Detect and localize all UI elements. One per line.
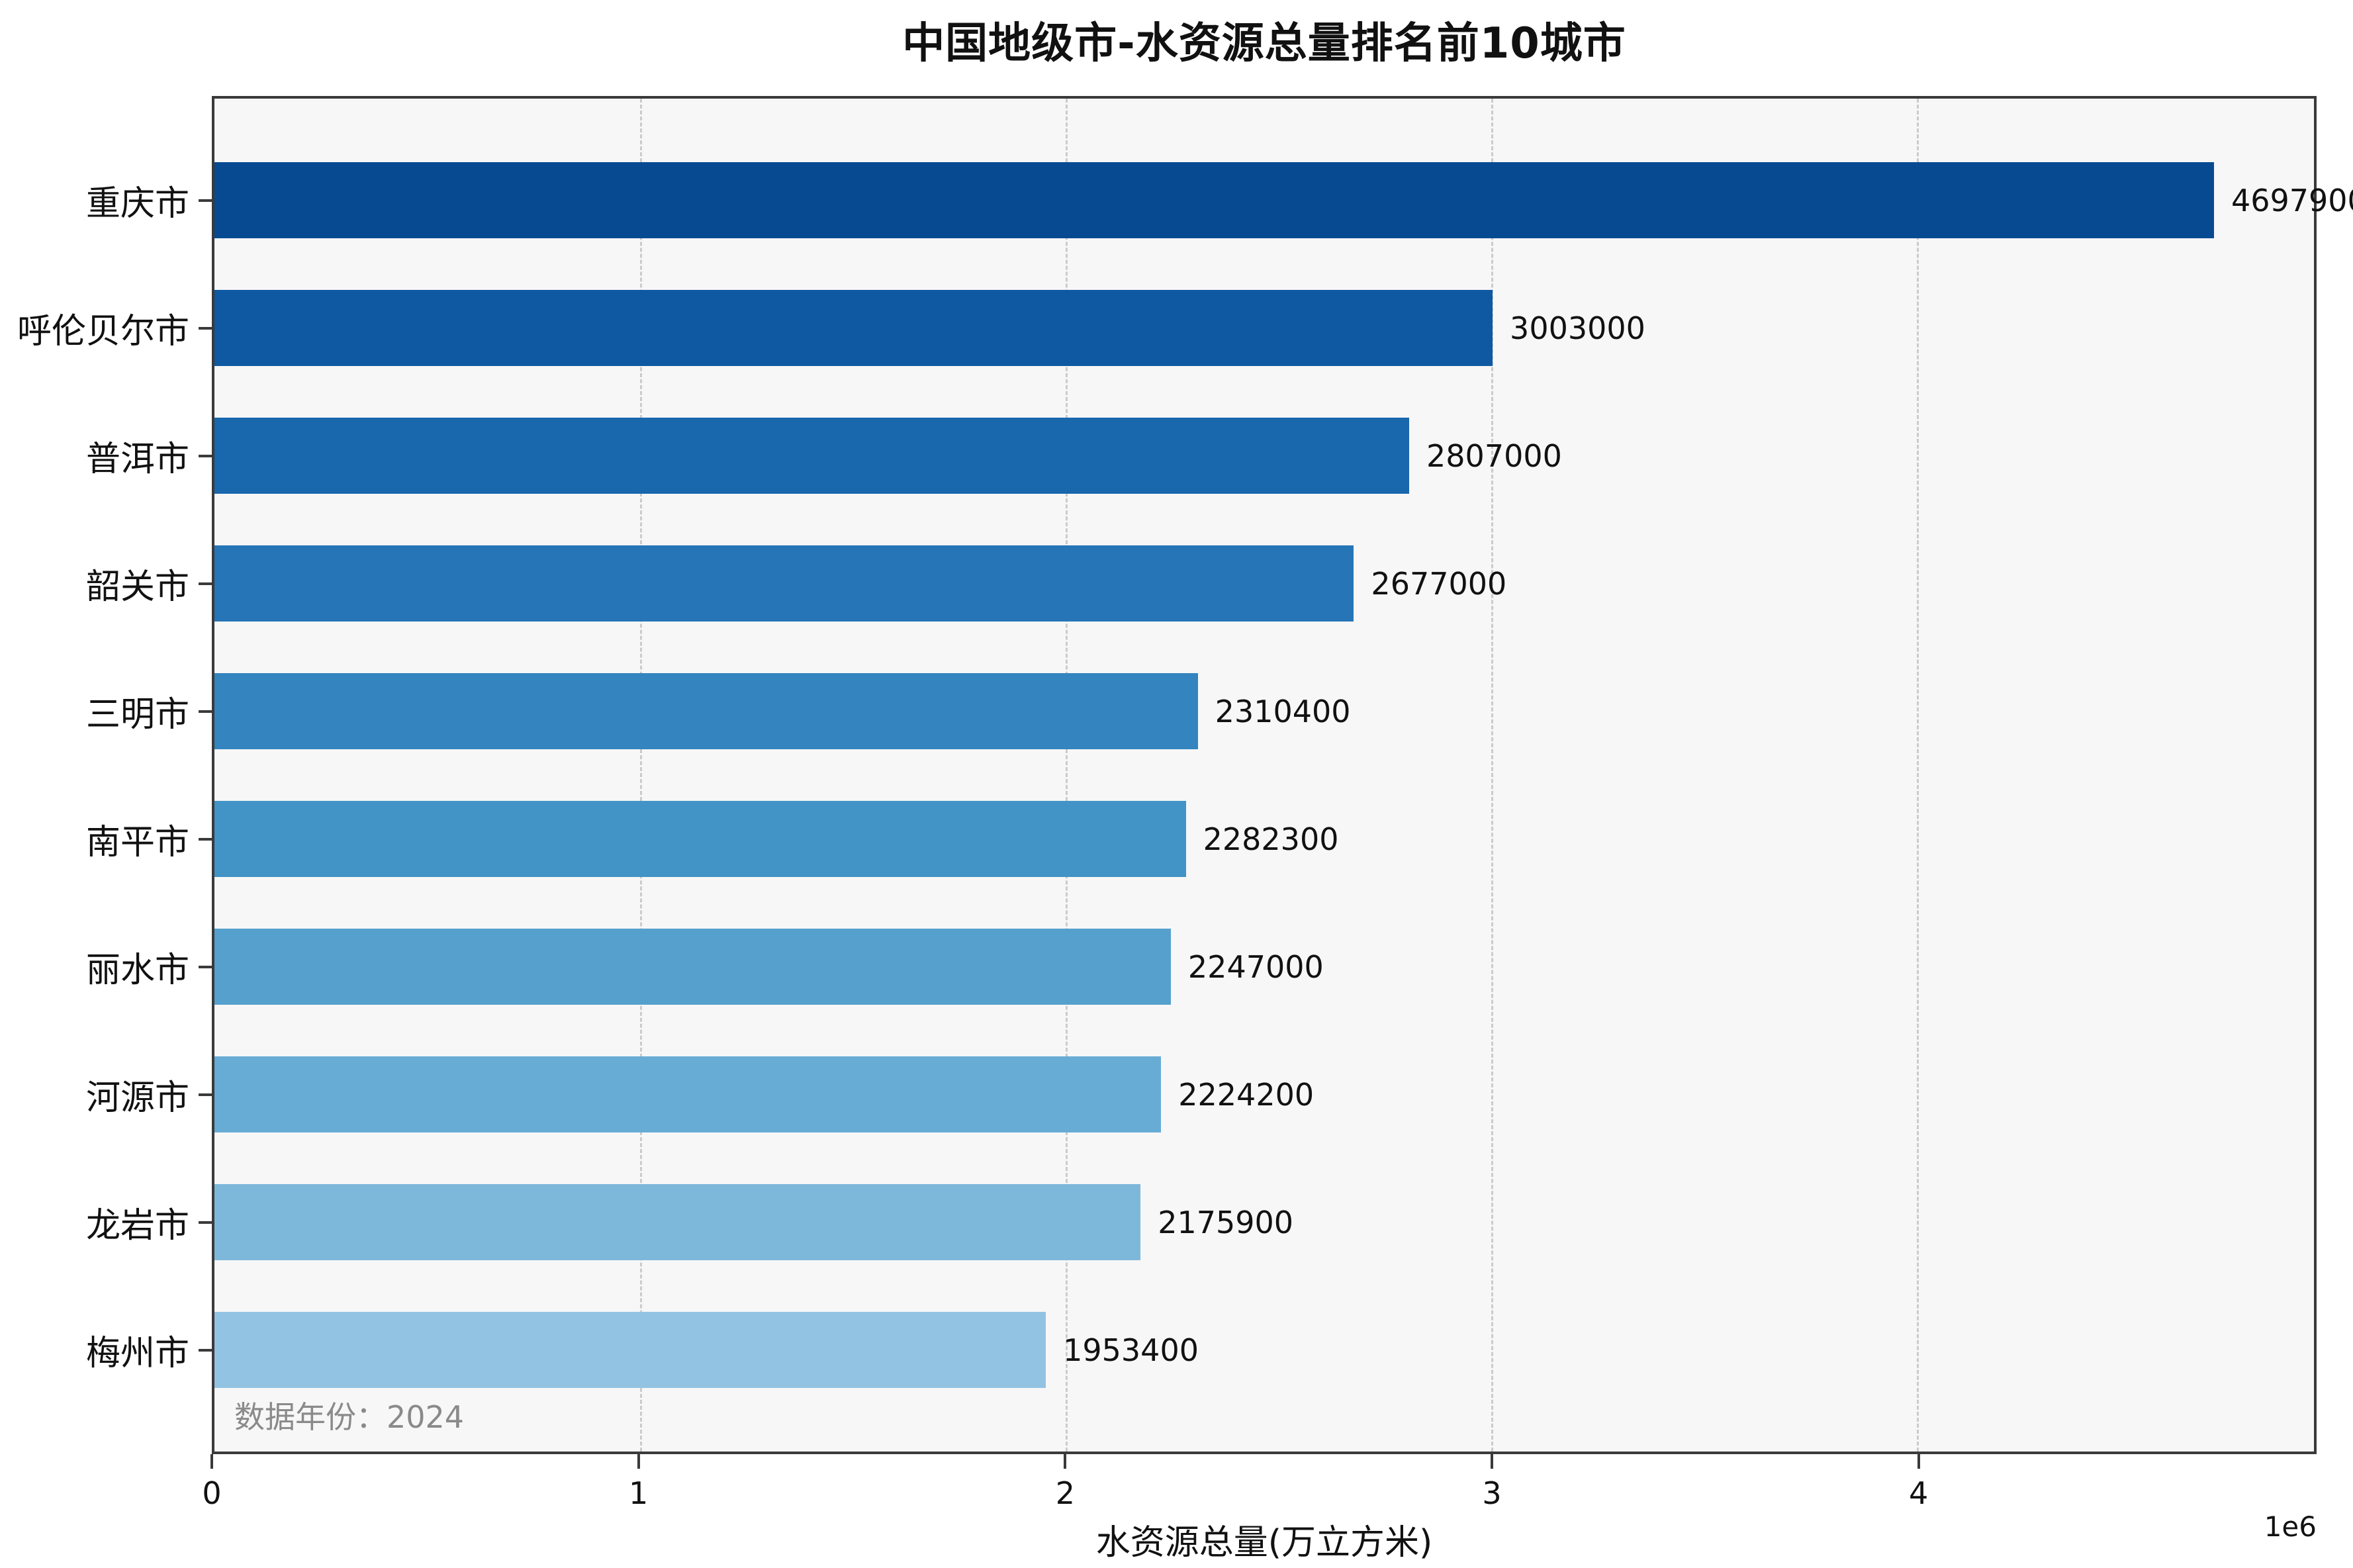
bar-value-label: 2282300	[1203, 821, 1339, 857]
x-tick-label: 4	[1909, 1475, 1929, 1511]
y-tick-mark	[199, 1221, 212, 1224]
bar-value-label: 3003000	[1510, 310, 1645, 346]
y-tick-mark	[199, 1348, 212, 1352]
y-tick-label: 丽水市	[85, 950, 189, 990]
y-tick-mark	[199, 582, 212, 585]
bar-row: 2224200	[214, 1031, 2314, 1158]
y-row: 三明市	[0, 647, 212, 775]
bar-row: 2310400	[214, 647, 2314, 775]
y-tick-label: 龙岩市	[85, 1206, 189, 1246]
bar-value-label: 1953400	[1063, 1332, 1199, 1368]
bar-value-label: 2224200	[1178, 1076, 1315, 1113]
x-tick-label: 1	[629, 1475, 649, 1511]
bar	[214, 801, 1186, 877]
y-tick-label: 重庆市	[85, 184, 189, 224]
y-row: 丽水市	[0, 903, 212, 1031]
bar	[214, 929, 1171, 1005]
y-tick-mark	[199, 454, 212, 457]
y-tick-label: 三明市	[85, 695, 189, 735]
bar-value-label: 2677000	[1371, 565, 1507, 602]
y-row: 梅州市	[0, 1286, 212, 1414]
y-tick-mark	[199, 837, 212, 841]
bar	[214, 1312, 1046, 1388]
y-tick-label: 呼伦贝尔市	[17, 312, 189, 351]
y-row: 龙岩市	[0, 1158, 212, 1286]
bar-rows: 4697900 3003000 2807000 2677000 2310400 …	[214, 99, 2353, 1452]
bar-row: 2175900	[214, 1158, 2314, 1286]
bar	[214, 162, 2214, 238]
y-row: 呼伦贝尔市	[0, 264, 212, 392]
bar	[214, 673, 1198, 749]
bar	[214, 1056, 1162, 1132]
y-row: 河源市	[0, 1031, 212, 1158]
y-tick-label: 梅州市	[85, 1334, 189, 1373]
y-tick-label: 河源市	[85, 1078, 189, 1118]
x-tick-mark	[210, 1454, 213, 1469]
y-tick-label: 南平市	[85, 823, 189, 862]
axis-offset-label: 1e6	[2264, 1510, 2317, 1543]
y-tick-mark	[199, 199, 212, 202]
chart-title: 中国地级市-水资源总量排名前10城市	[902, 19, 1626, 68]
bar-value-label: 2247000	[1187, 948, 1324, 985]
bar-value-label: 4697900	[2231, 182, 2353, 218]
y-tick-mark	[199, 326, 212, 330]
bar	[214, 290, 1493, 366]
data-year-annotation: 数据年份：2024	[234, 1399, 465, 1435]
x-tick-mark	[637, 1454, 640, 1469]
y-row: 重庆市	[0, 136, 212, 264]
gridline	[1491, 99, 1494, 1452]
y-tick-mark	[199, 965, 212, 968]
y-row: 南平市	[0, 775, 212, 903]
x-axis-label: 水资源总量(万立方米)	[1095, 1523, 1433, 1563]
x-axis: 0 1 2 3 4	[202, 1454, 2317, 1553]
bar-row: 2807000	[214, 392, 2314, 520]
bar-row: 2677000	[214, 520, 2314, 647]
y-tick-label: 普洱市	[85, 439, 189, 479]
bar-row: 2247000	[214, 903, 2314, 1031]
x-tick-mark	[1490, 1454, 1493, 1469]
bar-row: 4697900	[214, 136, 2353, 264]
x-tick-label: 0	[202, 1475, 222, 1511]
y-tick-mark	[199, 710, 212, 713]
y-row: 普洱市	[0, 392, 212, 520]
plot-area: 4697900 3003000 2807000 2677000 2310400 …	[212, 96, 2353, 1454]
bar-row: 1953400	[214, 1286, 2314, 1414]
gridline	[640, 99, 643, 1452]
y-axis-labels: 重庆市 呼伦贝尔市 普洱市 韶关市 三明市 南平市 丽水市 河源市 龙岩市 梅州…	[0, 96, 212, 1454]
x-tick-label: 2	[1055, 1475, 1075, 1511]
bar-value-label: 2175900	[1158, 1204, 1294, 1240]
bar	[214, 545, 1354, 622]
bar-value-label: 2310400	[1215, 693, 1351, 729]
bar	[214, 1184, 1141, 1260]
bar-value-label: 2807000	[1426, 438, 1562, 474]
x-tick-label: 3	[1482, 1475, 1502, 1511]
x-tick-mark	[1064, 1454, 1067, 1469]
y-row: 韶关市	[0, 520, 212, 647]
bar-row: 3003000	[214, 264, 2314, 392]
y-tick-mark	[199, 1093, 212, 1096]
gridline	[1066, 99, 1068, 1452]
gridline	[1917, 99, 1919, 1452]
x-tick-mark	[1917, 1454, 1920, 1469]
y-tick-label: 韶关市	[85, 567, 189, 607]
bar-row: 2282300	[214, 775, 2314, 903]
bar	[214, 418, 1410, 494]
